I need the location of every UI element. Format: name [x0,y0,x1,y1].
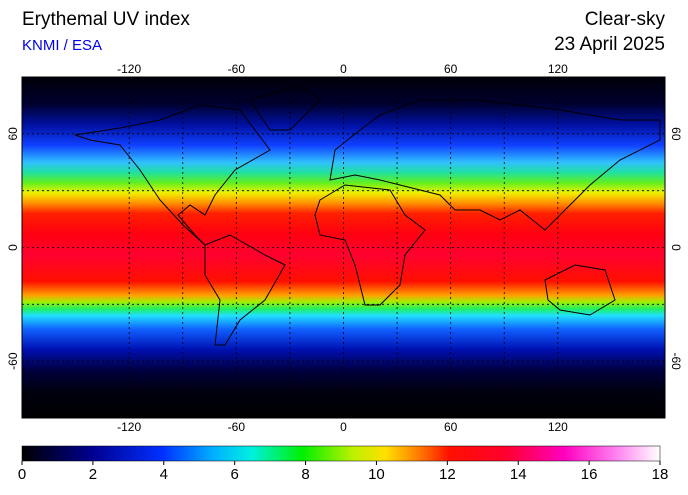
colorbar-tick-label: 14 [510,466,527,483]
colorbar-tick-label: 16 [581,466,598,483]
condition: Clear-sky [585,9,666,30]
lat-tick-label: 60 [669,127,683,141]
lat-tick-label: -60 [6,352,20,370]
lon-tick-label: 0 [340,420,347,434]
colorbar-tick-label: 10 [368,466,385,483]
colorbar-tick-label: 2 [89,466,97,483]
lon-tick-label: 120 [548,62,568,76]
lon-tick-label: -120 [117,62,141,76]
lat-tick-label: 0 [6,244,20,251]
lon-tick-label: 60 [444,62,458,76]
lon-tick-label: -60 [228,62,246,76]
date: 23 April 2025 [554,34,665,55]
lon-tick-label: 0 [340,62,347,76]
lon-tick-label: 120 [548,420,568,434]
lat-tick-label: 60 [6,127,20,141]
lon-tick-label: -120 [117,420,141,434]
lon-tick-label: 60 [444,420,458,434]
colorbar-tick-label: 18 [652,466,669,483]
colorbar-tick-label: 0 [18,466,26,483]
colorbar-tick-label: 8 [301,466,309,483]
colorbar-tick-label: 4 [160,466,168,483]
source: KNMI / ESA [22,37,102,54]
lon-tick-label: -60 [228,420,246,434]
lat-tick-label: -60 [669,352,683,370]
map-frame [21,76,666,419]
colorbar-tick-label: 12 [439,466,456,483]
lat-tick-label: 0 [669,244,683,251]
title: Erythemal UV index [22,9,190,30]
colorbar [21,445,661,462]
colorbar-tick-label: 6 [230,466,238,483]
coastlines [74,84,661,346]
